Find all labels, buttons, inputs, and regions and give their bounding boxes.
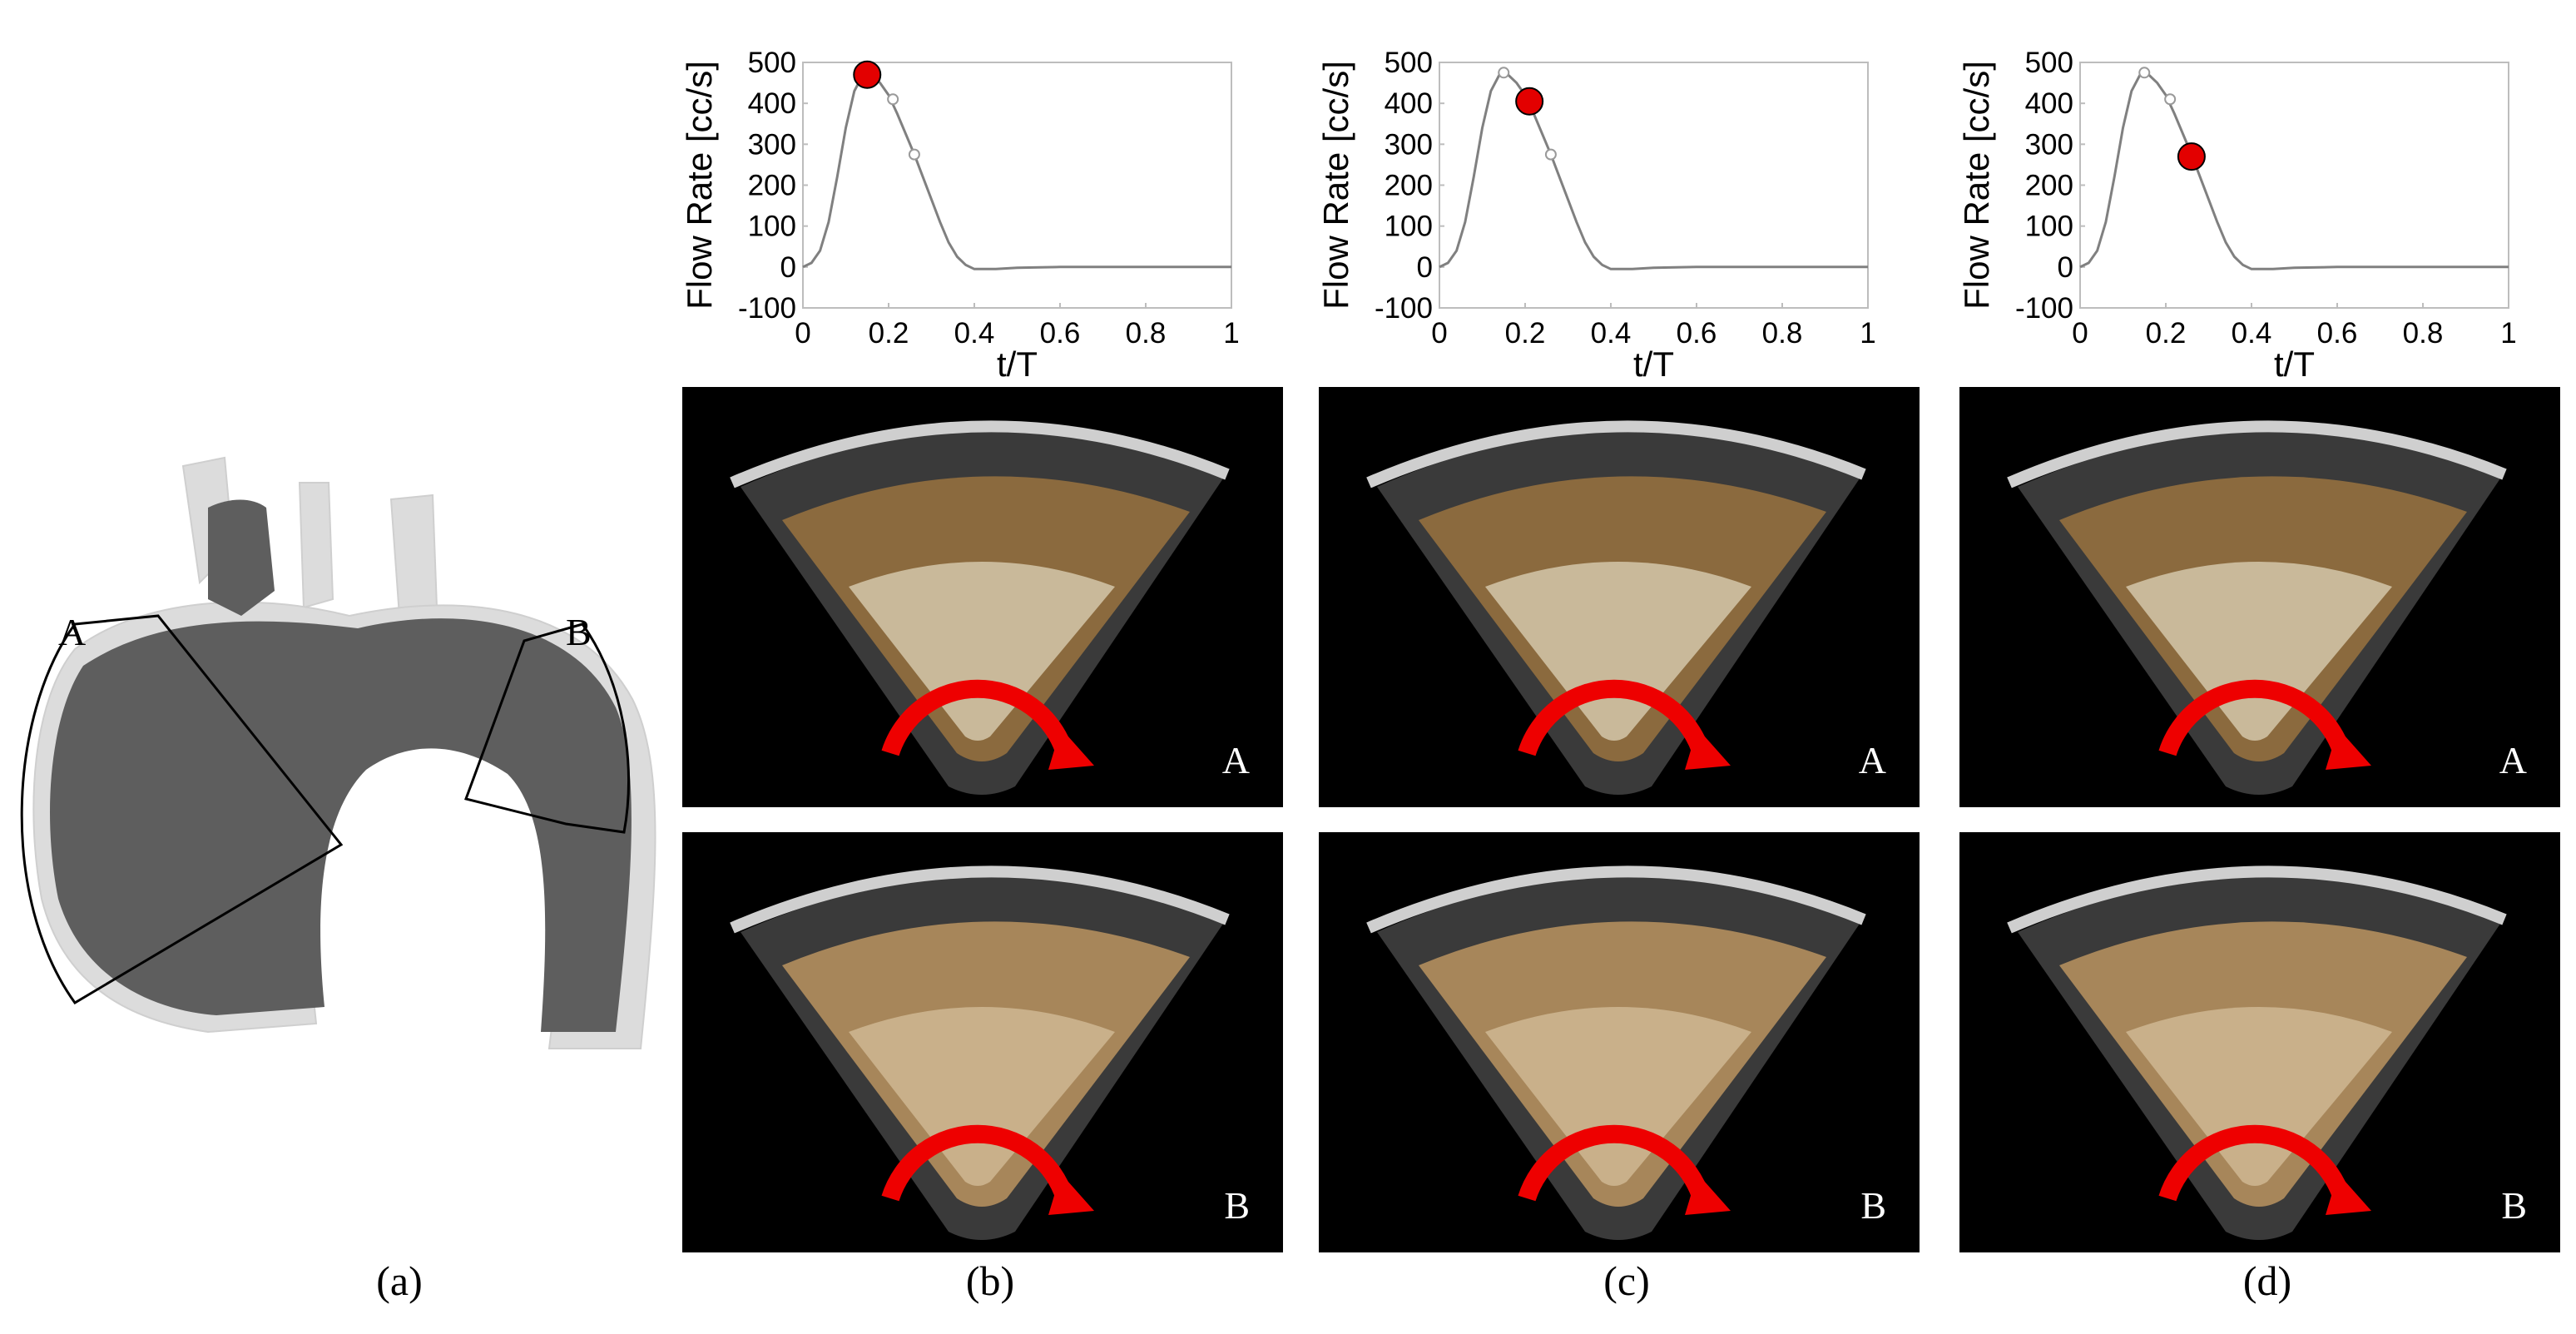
x-tick-label: 0.6 bbox=[2317, 317, 2358, 350]
ultrasound-sector bbox=[730, 420, 1230, 795]
caption-c: (c) bbox=[1603, 1257, 1650, 1304]
x-tick-label: 0.8 bbox=[1126, 317, 1167, 350]
y-tick-label: 0 bbox=[1417, 251, 1433, 284]
y-tick-label: 200 bbox=[748, 170, 796, 202]
y-tick-label: 400 bbox=[1385, 87, 1433, 120]
flow-curve bbox=[802, 71, 1231, 270]
x-tick-label: 0.2 bbox=[869, 317, 909, 350]
ultrasound-c-a: A bbox=[1319, 387, 1920, 807]
y-tick-label: 400 bbox=[2025, 87, 2073, 120]
plot-frame bbox=[802, 62, 1232, 309]
x-tick-label: 0.4 bbox=[2232, 317, 2272, 350]
plot-frame bbox=[2079, 62, 2509, 309]
region-letter: A bbox=[1858, 739, 1886, 781]
region-letter: A bbox=[1221, 739, 1250, 781]
y-tick-label: -100 bbox=[738, 292, 796, 325]
x-tick-label: 0 bbox=[1431, 317, 1447, 350]
region-label-b: B bbox=[566, 611, 592, 653]
x-tick-label: 1 bbox=[1860, 317, 1875, 350]
region-label-a: A bbox=[58, 611, 86, 653]
x-tick-label: 0.8 bbox=[1762, 317, 1803, 350]
time-marker bbox=[1498, 67, 1510, 79]
flow-chart-d: 500 400 300 200 100 0 -100 0 0.2 0.4 0.6 0.8 1 t/T Flo… bbox=[1957, 25, 2542, 408]
x-tick-label: 0.6 bbox=[1040, 317, 1081, 350]
y-tick-label: 100 bbox=[1385, 211, 1433, 243]
time-marker bbox=[2138, 67, 2151, 79]
x-tick-label: 0.4 bbox=[1591, 317, 1632, 350]
time-marker bbox=[908, 148, 920, 161]
y-tick-label: 300 bbox=[748, 128, 796, 161]
plot-frame bbox=[1439, 62, 1869, 309]
y-axis-label: Flow Rate [cc/s] bbox=[1316, 61, 1355, 310]
y-tick-label: -100 bbox=[1375, 292, 1433, 325]
y-tick-label: 100 bbox=[748, 211, 796, 243]
x-tick-label: 0.6 bbox=[1677, 317, 1717, 350]
flow-curve bbox=[2079, 71, 2509, 270]
ultrasound-b-a: A bbox=[682, 387, 1283, 807]
y-axis-label: Flow Rate [cc/s] bbox=[1957, 61, 1996, 310]
ultrasound-sector bbox=[2007, 865, 2507, 1240]
x-tick-label: 0.2 bbox=[2146, 317, 2187, 350]
caption-a: (a) bbox=[376, 1257, 423, 1304]
current-time-marker bbox=[2177, 142, 2206, 171]
y-tick-label: 0 bbox=[780, 251, 796, 284]
caption-d: (d) bbox=[2242, 1257, 2292, 1304]
ultrasound-sector bbox=[2007, 420, 2507, 795]
y-tick-label: 300 bbox=[1385, 128, 1433, 161]
y-tick-label: -100 bbox=[2015, 292, 2073, 325]
ultrasound-d-a: A bbox=[1959, 387, 2560, 807]
time-marker bbox=[2164, 93, 2177, 106]
y-tick-label: 200 bbox=[2025, 170, 2073, 202]
ultrasound-d-b: B bbox=[1959, 832, 2560, 1252]
ultrasound-b-b: B bbox=[682, 832, 1283, 1252]
region-letter: A bbox=[2499, 739, 2527, 781]
current-time-marker bbox=[853, 60, 882, 89]
x-tick-label: 1 bbox=[1223, 317, 1239, 350]
y-tick-label: 500 bbox=[748, 47, 796, 79]
region-letter: B bbox=[1224, 1184, 1250, 1227]
y-tick-label: 100 bbox=[2025, 211, 2073, 243]
y-axis-label: Flow Rate [cc/s] bbox=[680, 61, 719, 310]
x-tick-label: 0.2 bbox=[1505, 317, 1546, 350]
x-tick-label: 0 bbox=[2072, 317, 2088, 350]
x-axis-label: t/T bbox=[997, 345, 1038, 384]
y-tick-label: 300 bbox=[2025, 128, 2073, 161]
x-axis-label: t/T bbox=[2274, 345, 2315, 384]
x-tick-label: 0 bbox=[795, 317, 810, 350]
current-time-marker bbox=[1515, 87, 1544, 116]
x-tick-label: 0.8 bbox=[2403, 317, 2444, 350]
flow-chart-b: 500 400 300 200 100 0 -100 0 0.2 0.4 0.6 0.8 1 t/T Flo… bbox=[680, 25, 1265, 408]
flow-chart-c: 500 400 300 200 100 0 -100 0 0.2 0.4 0.6 0.8 1 t/T Flo… bbox=[1316, 25, 1901, 408]
ultrasound-c-b: B bbox=[1319, 832, 1920, 1252]
y-tick-label: 500 bbox=[1385, 47, 1433, 79]
y-tick-label: 400 bbox=[748, 87, 796, 120]
y-tick-label: 500 bbox=[2025, 47, 2073, 79]
y-tick-label: 0 bbox=[2058, 251, 2073, 284]
ultrasound-sector bbox=[730, 865, 1230, 1240]
region-letter: B bbox=[2501, 1184, 2527, 1227]
time-marker bbox=[887, 93, 899, 106]
x-axis-label: t/T bbox=[1633, 345, 1674, 384]
ultrasound-sector bbox=[1366, 420, 1866, 795]
ultrasound-sector bbox=[1366, 865, 1866, 1240]
x-tick-label: 0.4 bbox=[954, 317, 995, 350]
aorta-model: A B bbox=[20, 456, 656, 1049]
x-tick-label: 1 bbox=[2500, 317, 2516, 350]
time-marker bbox=[1544, 148, 1557, 161]
region-letter: B bbox=[1860, 1184, 1886, 1227]
flow-curve bbox=[1439, 71, 1868, 270]
y-tick-label: 200 bbox=[1385, 170, 1433, 202]
caption-b: (b) bbox=[965, 1257, 1015, 1304]
